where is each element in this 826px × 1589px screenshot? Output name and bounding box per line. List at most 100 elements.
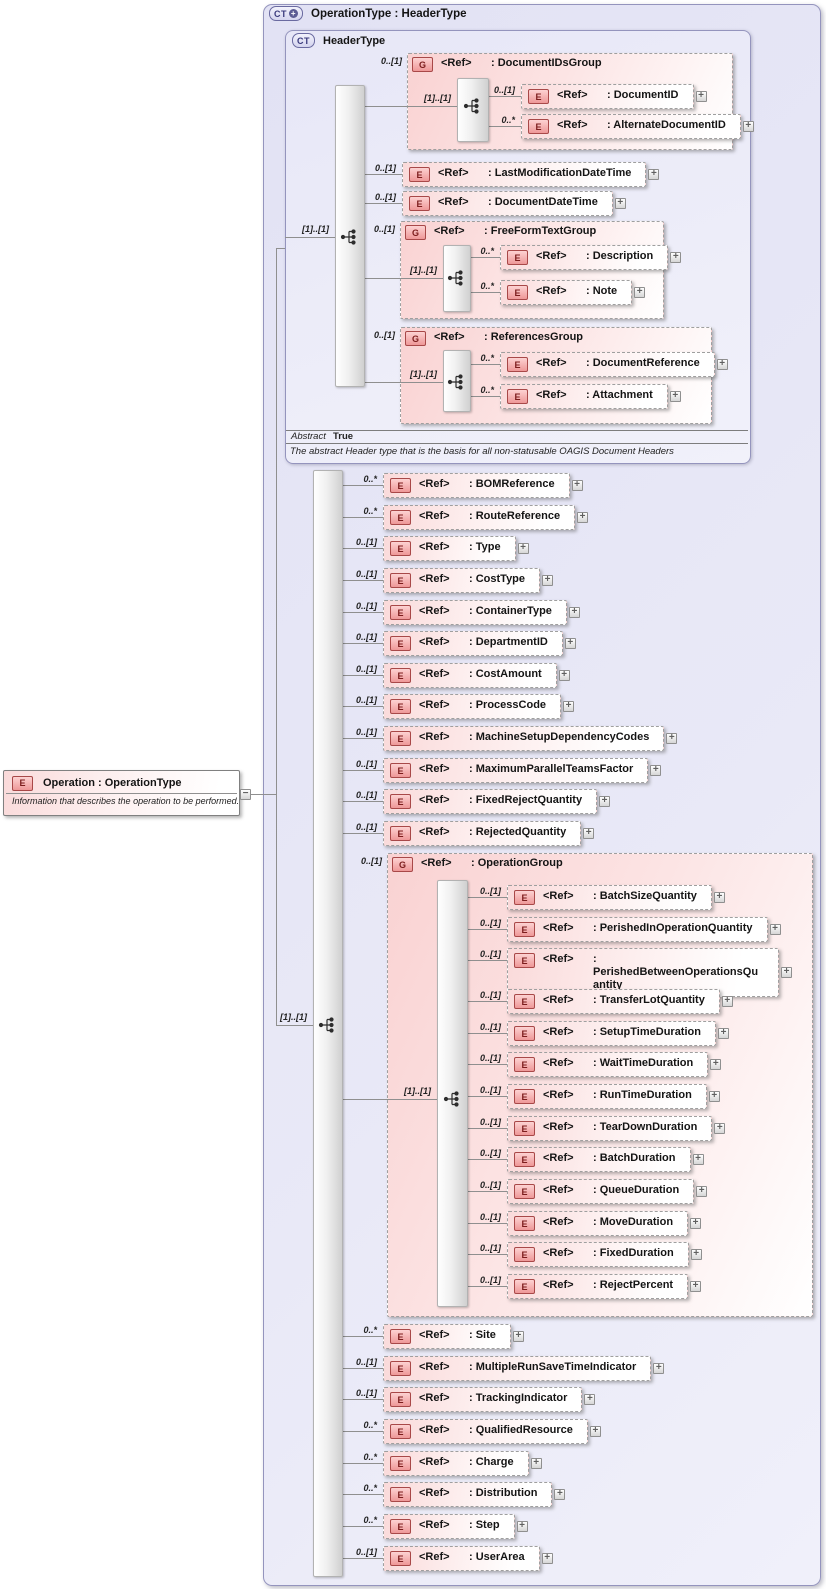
element-box-containertype[interactable]: E <Ref>: ContainerType [383, 600, 567, 625]
element-box-batchduration[interactable]: E <Ref>: BatchDuration [507, 1147, 691, 1172]
expand-button[interactable]: + [690, 1218, 702, 1229]
element-box-description[interactable]: E <Ref>: Description [500, 245, 669, 270]
abstract-label: Abstract [291, 431, 326, 442]
expand-button[interactable]: + [542, 575, 554, 586]
element-box-step[interactable]: E <Ref>: Step [383, 1514, 515, 1539]
element-box-runtimeduration[interactable]: E <Ref>: RunTimeDuration [507, 1084, 707, 1109]
expand-button[interactable]: + [563, 701, 575, 712]
expand-button[interactable]: + [714, 1123, 726, 1134]
element-box-machinesetupdependencycodes[interactable]: E <Ref>: MachineSetupDependencyCodes [383, 726, 665, 751]
expand-button[interactable]: + [589, 1426, 601, 1437]
expand-button[interactable]: + [634, 287, 646, 298]
expand-button[interactable]: + [781, 967, 792, 978]
expand-button[interactable]: + [721, 996, 733, 1007]
expand-button[interactable]: + [599, 796, 611, 807]
element-box-processcode[interactable]: E <Ref>: ProcessCode [383, 694, 562, 719]
expand-button[interactable]: + [708, 1091, 720, 1102]
expand-button[interactable]: + [696, 1186, 708, 1197]
ref-label: <Ref> [419, 605, 450, 617]
element-box-batchsizequantity[interactable]: E <Ref>: BatchSizeQuantity [507, 885, 712, 910]
expand-button[interactable]: + [568, 607, 580, 618]
expand-button[interactable]: + [583, 828, 595, 839]
ref-label: <Ref> [419, 1487, 450, 1499]
element-box-type[interactable]: E <Ref>: Type [383, 536, 516, 561]
element-box-teardownduration[interactable]: E <Ref>: TearDownDuration [507, 1116, 713, 1141]
expand-button[interactable]: + [584, 1394, 596, 1405]
element-box-qualifiedresource[interactable]: E <Ref>: QualifiedResource [383, 1419, 588, 1444]
expand-button[interactable]: + [653, 1363, 665, 1374]
element-box-trackingindicator[interactable]: E <Ref>: TrackingIndicator [383, 1387, 583, 1412]
expand-button[interactable]: + [690, 1281, 702, 1292]
expand-button[interactable]: + [669, 391, 681, 402]
expand-button[interactable]: + [716, 359, 728, 370]
expand-button[interactable]: + [577, 512, 589, 523]
expand-button[interactable]: + [517, 543, 529, 554]
expand-button[interactable]: + [571, 480, 583, 491]
element-box-charge[interactable]: E <Ref>: Charge [383, 1451, 529, 1476]
element-box-rejectedquantity[interactable]: E <Ref>: RejectedQuantity [383, 821, 582, 846]
element-badge: E [390, 1456, 411, 1471]
element-box-multiplerunsavetimeindicator[interactable]: E <Ref>: MultipleRunSaveTimeIndicator [383, 1356, 652, 1381]
element-box-moveduration[interactable]: E <Ref>: MoveDuration [507, 1211, 689, 1236]
expand-button[interactable]: + [541, 1553, 553, 1564]
expand-button[interactable]: + [769, 924, 781, 935]
element-box-lastmodificationdatetime[interactable]: E <Ref>: LastModificationDateTime [402, 162, 647, 187]
element-box-alternatedocumentid[interactable]: E <Ref>: AlternateDocumentID [521, 114, 741, 139]
element-box-waittimeduration[interactable]: E <Ref>: WaitTimeDuration [507, 1052, 709, 1077]
connector-line [341, 1526, 383, 1527]
element-box-bomreference[interactable]: E <Ref>: BOMReference [383, 473, 570, 498]
element-box-distribution[interactable]: E <Ref>: Distribution [383, 1482, 553, 1507]
element-box-fixedduration[interactable]: E <Ref>: FixedDuration [507, 1242, 689, 1267]
expand-button[interactable]: + [530, 1458, 542, 1469]
element-box-operation[interactable]: E Operation : OperationType Information … [3, 770, 240, 816]
element-box-documentreference[interactable]: E <Ref>: DocumentReference [500, 352, 715, 377]
expand-button[interactable]: + [516, 1521, 528, 1532]
expand-button[interactable]: + [512, 1331, 524, 1342]
element-box-documentdatetime[interactable]: E <Ref>: DocumentDateTime [402, 191, 613, 216]
element-box-site[interactable]: E <Ref>: Site [383, 1324, 511, 1349]
cardinality-label: 0..* [501, 115, 515, 125]
element-name: : ProcessCode [469, 699, 547, 711]
element-box-documentid[interactable]: E <Ref>: DocumentID [521, 84, 694, 109]
element-box-rejectpercent[interactable]: E <Ref>: RejectPercent [507, 1274, 689, 1299]
expand-button[interactable]: + [710, 1059, 722, 1070]
cardinality-label: 0..[1] [373, 330, 395, 340]
expand-button[interactable]: + [690, 1249, 702, 1260]
element-box-transferlotquantity[interactable]: E <Ref>: TransferLotQuantity [507, 989, 720, 1014]
expand-button[interactable]: + [692, 1154, 704, 1165]
expand-button[interactable]: + [695, 91, 707, 102]
element-name: : DocumentDateTime [488, 196, 598, 208]
expand-button[interactable]: + [564, 638, 576, 649]
expand-button[interactable]: + [558, 670, 570, 681]
expand-button[interactable]: + [666, 733, 678, 744]
element-box-userarea[interactable]: E <Ref>: UserArea [383, 1546, 540, 1571]
element-row-waittimeduration: E <Ref>: WaitTimeDuration + [507, 1052, 722, 1077]
expand-button[interactable]: + [670, 252, 682, 263]
element-box-perishedinoperationquantity[interactable]: E <Ref>: PerishedInOperationQuantity [507, 917, 768, 942]
expand-button[interactable]: + [648, 169, 660, 180]
ref-label: <Ref> [536, 285, 567, 297]
element-box-note[interactable]: E <Ref>: Note [500, 280, 633, 305]
element-box-perishedbetweenoperationsquantity[interactable]: E <Ref>: PerishedBetweenOperationsQuantit… [507, 948, 779, 997]
outer-type-header: CT + OperationType : HeaderType [269, 6, 467, 21]
element-box-queueduration[interactable]: E <Ref>: QueueDuration [507, 1179, 695, 1204]
cardinality-label: 0..* [363, 1452, 377, 1462]
element-row-rejectpercent: E <Ref>: RejectPercent + [507, 1274, 702, 1299]
element-box-maximumparallelteamsfactor[interactable]: E <Ref>: MaximumParallelTeamsFactor [383, 758, 649, 783]
element-box-fixedrejectquantity[interactable]: E <Ref>: FixedRejectQuantity [383, 789, 598, 814]
expand-button[interactable]: + [717, 1028, 729, 1039]
element-box-costamount[interactable]: E <Ref>: CostAmount [383, 663, 557, 688]
element-box-routereference[interactable]: E <Ref>: RouteReference [383, 505, 576, 530]
expand-button[interactable]: + [742, 121, 754, 132]
element-box-attachment[interactable]: E <Ref>: Attachment [500, 384, 668, 409]
expand-button[interactable]: + [650, 765, 662, 776]
collapse-icon[interactable]: − [240, 789, 251, 800]
element-box-setuptimeduration[interactable]: E <Ref>: SetupTimeDuration [507, 1021, 716, 1046]
expand-button[interactable]: + [713, 892, 725, 903]
element-row-documentreference: E <Ref>: DocumentReference + [500, 352, 728, 377]
expand-button[interactable]: + [554, 1489, 566, 1500]
element-row-trackingindicator: E <Ref>: TrackingIndicator + [383, 1387, 596, 1412]
element-box-departmentid[interactable]: E <Ref>: DepartmentID [383, 631, 563, 656]
expand-button[interactable]: + [614, 198, 626, 209]
element-box-costtype[interactable]: E <Ref>: CostType [383, 568, 541, 593]
